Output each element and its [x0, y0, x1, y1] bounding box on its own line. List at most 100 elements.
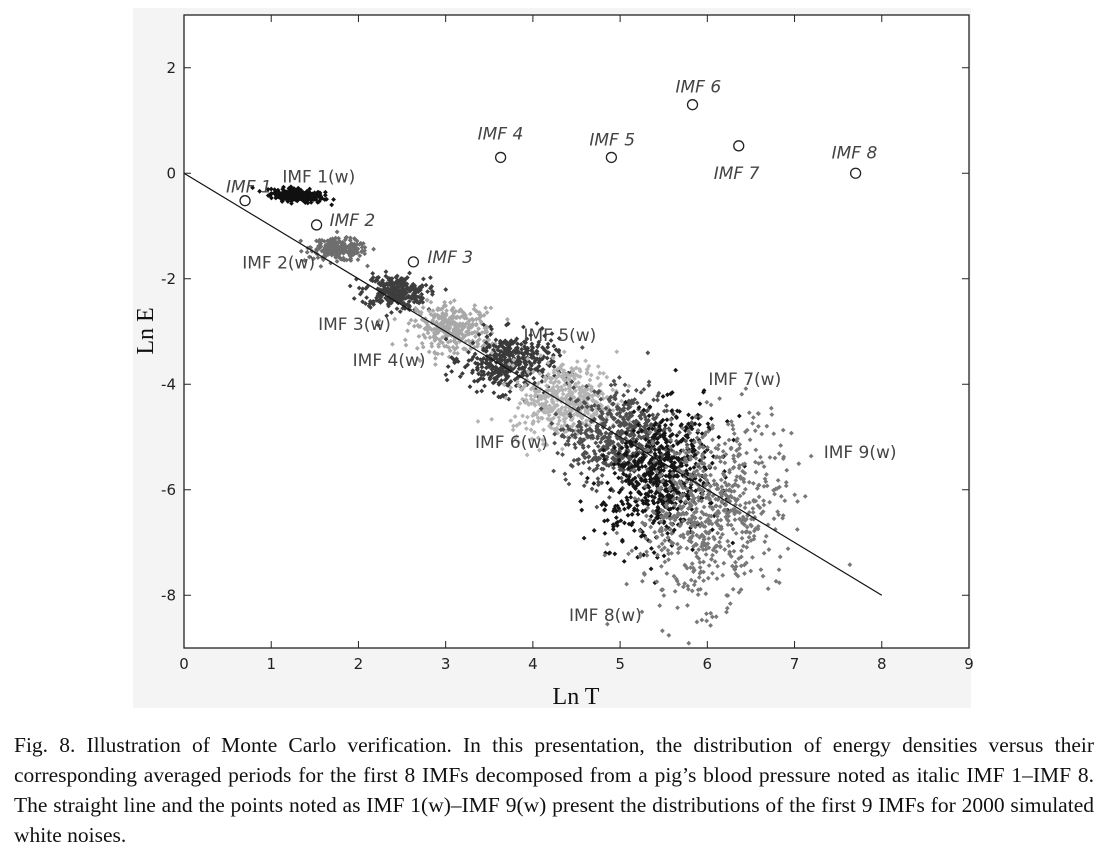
noise-point — [736, 445, 742, 451]
noise-point — [483, 305, 488, 311]
noise-point — [315, 199, 321, 205]
noise-point — [719, 500, 725, 505]
noise-point — [569, 379, 575, 385]
noise-point — [677, 478, 683, 484]
noise-point — [562, 377, 567, 383]
noise-point — [516, 439, 522, 445]
noise-point — [776, 580, 782, 586]
noise-point — [512, 414, 518, 419]
noise-point — [595, 482, 601, 488]
noise-point — [667, 526, 673, 532]
noise-point — [612, 382, 618, 387]
signal-point — [733, 140, 745, 152]
noise-point — [577, 368, 583, 374]
noise-point — [776, 451, 782, 456]
noise-point — [449, 369, 455, 374]
noise-point — [632, 397, 638, 402]
noise-point — [580, 445, 586, 451]
noise-point — [709, 521, 715, 527]
noise-point — [688, 456, 694, 462]
noise-point — [506, 361, 512, 367]
noise-point — [647, 469, 653, 475]
noise-point — [713, 503, 719, 509]
noise-point — [586, 444, 591, 449]
noise-point — [579, 507, 585, 513]
noise-point — [595, 476, 601, 482]
noise-point — [577, 374, 583, 380]
noise-point — [527, 366, 532, 372]
noise-point — [513, 383, 519, 389]
noise-point — [631, 528, 637, 533]
noise-point — [753, 526, 758, 532]
noise-point — [659, 499, 665, 505]
noise-point — [410, 281, 416, 287]
noise-cluster-label: IMF 8(w) — [569, 606, 642, 626]
noise-point — [606, 550, 612, 556]
noise-point — [567, 396, 573, 402]
noise-point — [467, 317, 473, 323]
noise-point — [656, 544, 662, 550]
noise-point — [746, 410, 752, 416]
noise-point — [700, 539, 706, 545]
noise-point — [600, 447, 606, 453]
noise-point — [342, 237, 348, 243]
noise-point — [561, 368, 567, 374]
noise-point — [699, 509, 705, 515]
noise-point — [572, 442, 578, 447]
noise-point — [490, 380, 496, 386]
noise-point — [507, 389, 513, 395]
noise-point — [473, 334, 478, 339]
noise-point — [392, 316, 398, 322]
noise-point — [413, 308, 419, 314]
noise-point — [549, 376, 555, 382]
noise-point — [549, 408, 555, 413]
noise-point — [681, 535, 687, 540]
noise-point — [327, 248, 333, 254]
noise-point — [608, 382, 614, 388]
noise-point — [581, 483, 587, 489]
noise-point — [746, 500, 752, 505]
noise-point — [659, 541, 665, 547]
noise-point — [761, 484, 767, 489]
noise-point — [651, 550, 657, 555]
noise-point — [713, 520, 719, 525]
noise-point — [447, 348, 453, 354]
x-tick-label: 6 — [703, 655, 713, 673]
noise-point — [710, 552, 715, 558]
noise-point — [557, 418, 562, 424]
x-tick-label: 5 — [615, 655, 625, 673]
noise-point — [730, 540, 736, 546]
noise-point — [657, 450, 663, 455]
noise-point — [451, 327, 457, 332]
noise-point — [566, 442, 571, 447]
noise-point — [464, 332, 470, 338]
noise-point — [710, 423, 716, 428]
noise-point — [427, 335, 433, 340]
noise-point — [708, 483, 713, 489]
noise-point — [650, 412, 656, 418]
noise-point — [647, 429, 653, 435]
noise-point — [594, 488, 599, 494]
noise-point — [630, 400, 636, 406]
noise-point — [701, 388, 707, 393]
noise-point — [443, 372, 449, 378]
noise-point — [347, 283, 353, 289]
noise-point — [566, 481, 572, 487]
noise-point — [614, 411, 620, 417]
noise-point — [541, 427, 546, 433]
noise-point — [658, 528, 664, 534]
noise-point — [637, 554, 643, 559]
noise-point — [429, 284, 435, 289]
noise-point — [576, 461, 581, 467]
noise-point — [723, 451, 729, 457]
noise-point — [560, 362, 566, 368]
noise-point — [658, 427, 663, 433]
noise-point — [665, 530, 671, 536]
noise-point — [298, 187, 304, 193]
noise-point — [743, 529, 749, 535]
noise-point — [701, 569, 706, 575]
noise-point — [518, 341, 524, 347]
noise-point — [663, 502, 669, 508]
noise-point — [717, 539, 722, 545]
noise-point — [726, 543, 732, 549]
